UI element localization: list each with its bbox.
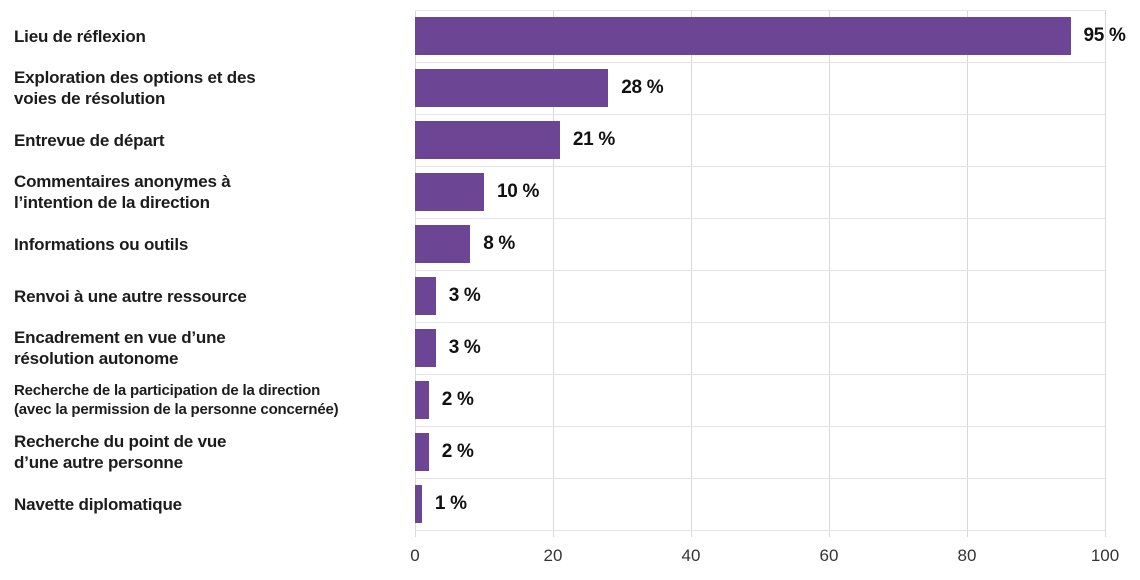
category-label: Commentaires anonymes à l’intention de l… (14, 172, 231, 212)
value-label: 28 % (621, 77, 664, 98)
x-tick-label: 60 (819, 546, 839, 565)
category-label: Recherche du point de vue d’une autre pe… (14, 432, 227, 472)
category-label: Entrevue de départ (14, 130, 165, 150)
value-label: 10 % (497, 181, 540, 202)
bar (415, 173, 484, 211)
category-label: Informations ou outils (14, 234, 189, 254)
bar (415, 329, 436, 367)
bar (415, 433, 429, 471)
row-separator (415, 10, 1105, 11)
category-label: Navette diplomatique (14, 494, 182, 514)
gridline (829, 10, 830, 537)
value-label: 95 % (1083, 25, 1126, 46)
category-label: Recherche de la participation de la dire… (14, 382, 339, 418)
value-label: 3 % (448, 337, 481, 358)
row-separator (415, 374, 1105, 375)
x-tick-label: 80 (957, 546, 977, 565)
bar (415, 485, 422, 523)
x-axis: 0 20 40 60 80 100 (410, 546, 1119, 572)
category-label: Encadrement en vue d’une résolution auto… (14, 328, 226, 368)
value-label: 1 % (434, 493, 467, 514)
row-separator (415, 530, 1105, 531)
bar (415, 121, 560, 159)
x-tick-label: 40 (681, 546, 701, 565)
category-label: Renvoi à une autre ressource (14, 286, 247, 306)
bar (415, 17, 1071, 55)
value-label: 2 % (441, 441, 474, 462)
gridline (415, 10, 416, 537)
row-separator (415, 114, 1105, 115)
row-separator (415, 478, 1105, 479)
category-label: Lieu de réflexion (14, 26, 146, 46)
value-label: 21 % (572, 129, 615, 150)
row-separator (415, 322, 1105, 323)
x-tick-label: 20 (543, 546, 563, 565)
row-separator (415, 166, 1105, 167)
value-label: 2 % (441, 389, 474, 410)
category-label: Exploration des options et des voies de … (14, 68, 256, 108)
gridline (967, 10, 968, 537)
value-label: 8 % (483, 233, 516, 254)
bar (415, 381, 429, 419)
row-separator (415, 270, 1105, 271)
row-separator (415, 426, 1105, 427)
plot-area: 95 % 28 % 21 % 10 % 8 % 3 % 3 % 2 % 2 % 1 % (415, 10, 1126, 537)
gridline (553, 10, 554, 537)
bar (415, 69, 609, 107)
gridline (691, 10, 692, 537)
bar (415, 225, 471, 263)
x-tick-label: 100 (1090, 546, 1120, 565)
category-labels-column: Lieu de réflexion Exploration des options… (14, 0, 406, 580)
value-label: 3 % (448, 285, 481, 306)
bar (415, 277, 436, 315)
x-tick-label: 0 (410, 546, 420, 565)
row-separator (415, 218, 1105, 219)
row-separator (415, 62, 1105, 63)
gridline (1105, 10, 1106, 537)
